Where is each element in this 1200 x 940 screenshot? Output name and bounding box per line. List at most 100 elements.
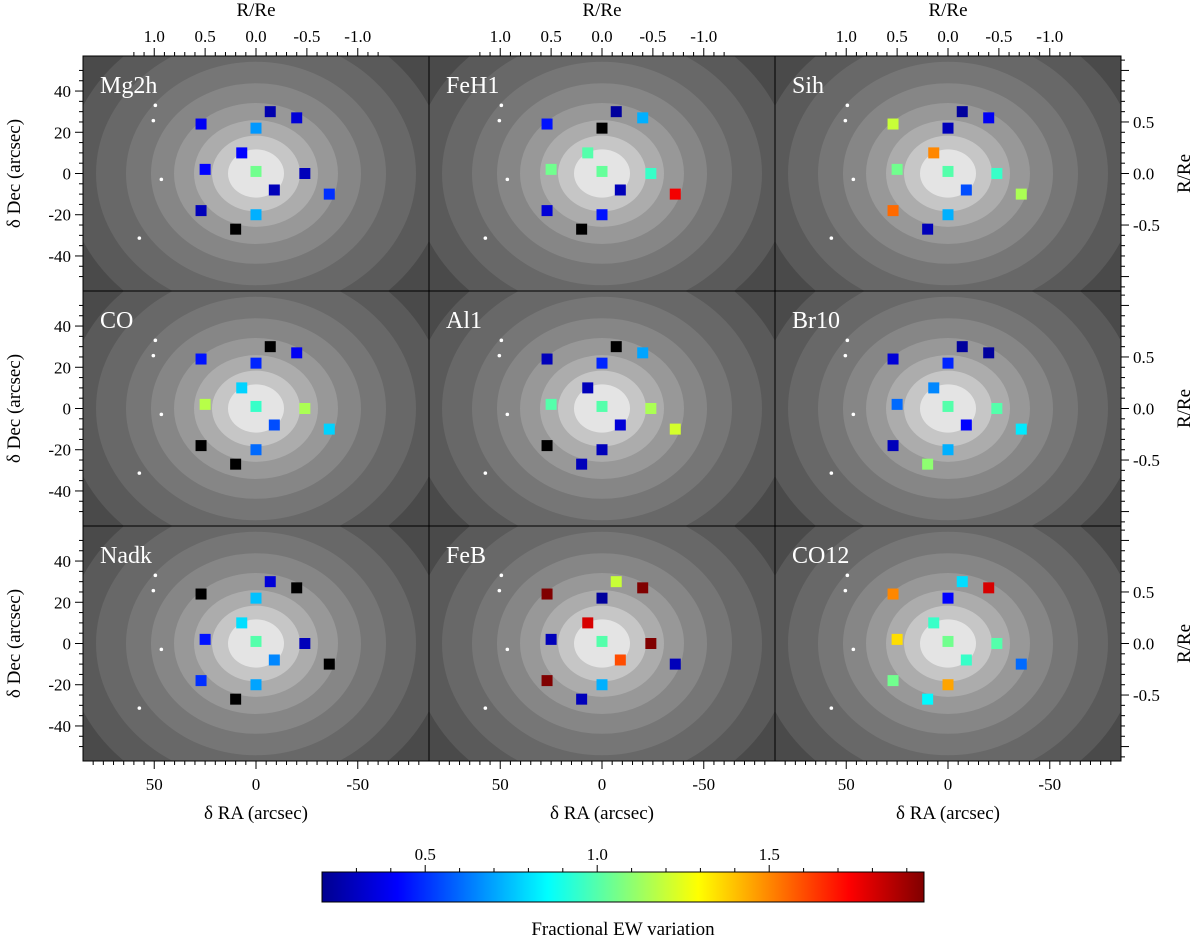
spaxel-feh1-6 [596,165,608,177]
spaxel-nadk-4 [250,592,262,604]
spaxel-co-7 [268,419,280,431]
spaxel-nadk-1 [264,576,276,588]
spaxel-br10-9 [891,398,903,410]
spaxel-nadk-5 [236,617,248,629]
spaxel-nadk-11 [195,675,207,687]
spaxel-nadk-7 [268,654,280,666]
spaxel-al1-7 [614,419,626,431]
spaxel-mg2h-8 [299,168,311,179]
spaxel-feb-8 [645,638,657,649]
spaxel-feh1-5 [582,147,594,159]
x-tick-label: 50 [838,775,855,794]
y-tick-label: -40 [48,247,71,266]
top-tick-label: 0.0 [591,27,612,46]
spaxel-co-5 [236,382,248,394]
x-tick-label: -50 [1038,775,1061,794]
spaxel-nadk-13 [230,693,242,705]
panel-title: Br10 [792,308,840,334]
spaxel-sih-8 [991,168,1003,179]
colorbar-tick-label: 0.5 [415,845,436,864]
x-axis-label: δ RA (arcsec) [896,803,1000,824]
panel-co: CO [82,290,430,527]
right-tick-label: -0.5 [1133,216,1160,235]
y-tick-label: -40 [48,482,71,501]
colorbar-tick-label: 1.5 [759,845,780,864]
top-tick-label: -1.0 [690,27,717,46]
panel-title: Mg2h [100,73,157,99]
spaxel-nadk-3 [291,582,303,594]
spaxel-co12-13 [922,693,934,705]
spaxel-co-4 [250,357,262,369]
right-tick-label: 0.5 [1133,583,1154,602]
spaxel-feh1-11 [541,205,553,217]
panel-title: CO [100,308,133,334]
spaxel-feb-6 [596,635,608,647]
spaxel-br10-11 [887,440,899,452]
spaxel-br10-7 [960,419,972,431]
y-axis-label: δ Dec (arcsec) [4,354,25,463]
panel-mg2h: Mg2h [82,55,430,292]
spaxel-feh1-2 [541,118,553,130]
spaxel-al1-5 [582,382,594,394]
top-tick-label: -1.0 [344,27,371,46]
spaxel-feb-13 [576,693,588,705]
x-tick-label: 0 [944,775,953,794]
spaxel-feh1-10 [669,188,681,200]
right-tick-label: 0.5 [1133,348,1154,367]
panel-co12: CO12 [774,525,1122,762]
spaxel-feb-2 [541,588,553,600]
x-tick-label: 0 [252,775,261,794]
colorbar-label: Fractional EW variation [531,919,715,940]
panel-title: Nadk [100,543,152,569]
spaxel-sih-4 [942,122,954,134]
spaxel-br10-13 [922,458,934,470]
spaxel-co-2 [195,353,207,365]
x-tick-label: 50 [146,775,163,794]
spaxel-feh1-7 [614,184,626,196]
spaxel-al1-6 [596,400,608,412]
panel-grid: Mg2h FeH1 Sih CO Al1 Br10 Nadk FeB CO12 [82,55,1122,762]
spaxel-co-12 [250,444,262,456]
x-tick-label: 50 [492,775,509,794]
spaxel-co-9 [199,398,211,410]
colorbar: 0.5 1.0 1.5 Fractional EW variation [321,845,925,940]
spaxel-co-8 [299,403,311,414]
spaxel-co12-8 [991,638,1003,649]
spaxel-al1-10 [669,423,681,435]
spaxel-mg2h-13 [230,223,242,235]
y-tick-label: 20 [54,123,71,142]
y-axis-label: δ Dec (arcsec) [4,119,25,228]
y-tick-label: -20 [48,206,71,225]
y-tick-label: 0 [63,635,72,654]
spaxel-sih-13 [922,223,934,235]
panel-title: FeB [446,543,486,569]
spaxel-co-1 [264,341,276,353]
spaxel-co12-5 [928,617,940,629]
spaxel-br10-3 [983,347,995,359]
spaxel-al1-11 [541,440,553,452]
top-axis-label: R/Re [928,0,967,21]
panel-nadk: Nadk [82,525,430,762]
spaxel-sih-12 [942,209,954,221]
top-tick-label: -0.5 [985,27,1012,46]
spaxel-co-6 [250,400,262,412]
colorbar-tick-label: 1.0 [587,845,608,864]
spaxel-al1-1 [610,341,622,353]
right-tick-label: -0.5 [1133,451,1160,470]
y-tick-label: -20 [48,676,71,695]
spaxel-sih-9 [891,163,903,175]
spaxel-feh1-1 [610,106,622,118]
x-tick-label: -50 [346,775,369,794]
spaxel-feb-7 [614,654,626,666]
spaxel-co12-9 [891,633,903,645]
spaxel-al1-2 [541,353,553,365]
spaxel-co12-3 [983,582,995,594]
spaxel-co-11 [195,440,207,452]
spaxel-feb-1 [610,576,622,588]
y-tick-label: 40 [54,317,71,336]
spaxel-feh1-12 [596,209,608,221]
spaxel-al1-9 [545,398,557,410]
y-tick-label: 40 [54,82,71,101]
spaxel-co12-12 [942,679,954,691]
